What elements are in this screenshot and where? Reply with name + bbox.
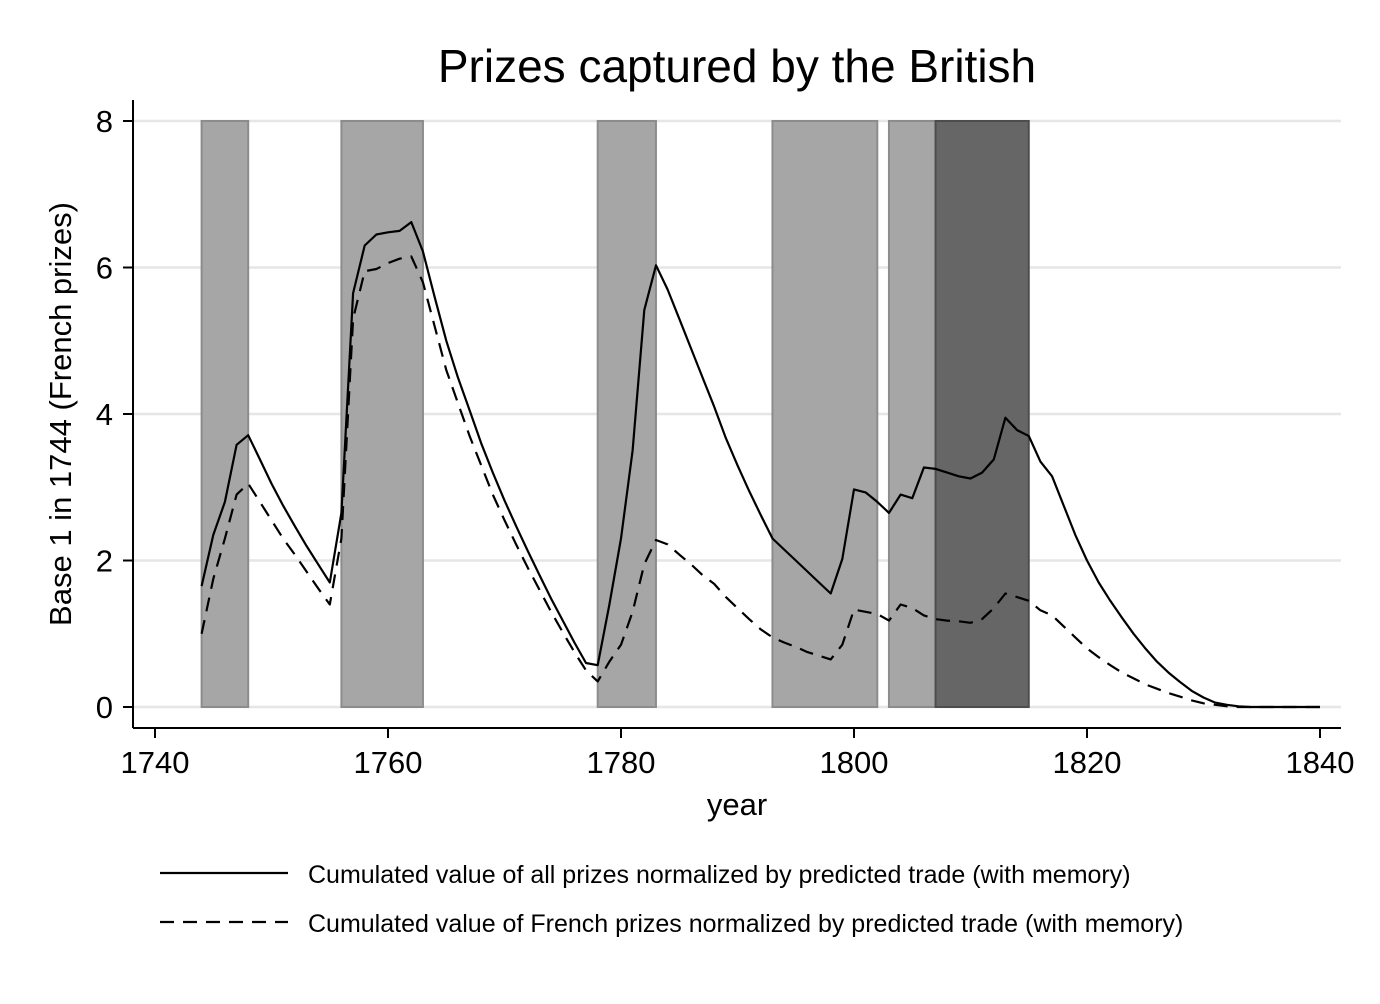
x-axis-ticks: 1740 1760 1780 1800 1820 1840	[121, 728, 1355, 780]
y-tick-label: 2	[96, 544, 113, 579]
x-tick-label: 1840	[1286, 745, 1355, 780]
x-axis-label: year	[707, 787, 767, 822]
x-tick-label: 1800	[820, 745, 889, 780]
shaded-period-band	[887, 120, 937, 708]
shaded-period-band	[340, 120, 424, 708]
x-tick-label: 1820	[1053, 745, 1122, 780]
series-line-french-prizes	[200, 255, 1320, 709]
shaded-periods	[200, 120, 1030, 708]
y-tick-label: 0	[96, 690, 113, 725]
shaded-period-band	[771, 120, 879, 708]
shaded-period-band	[200, 120, 250, 708]
series-lines	[200, 221, 1320, 709]
shaded-period-band	[934, 120, 1030, 708]
series-line-all-prizes	[200, 221, 1320, 709]
gridlines	[133, 119, 1341, 709]
legend-entry-label: Cumulated value of French prizes normali…	[308, 910, 1183, 938]
y-tick-label: 4	[96, 397, 113, 432]
x-tick-label: 1760	[354, 745, 423, 780]
legend-entry-label: Cumulated value of all prizes normalized…	[308, 861, 1131, 889]
y-axis-label: Base 1 in 1744 (French prizes)	[43, 202, 78, 626]
y-tick-label: 8	[96, 104, 113, 139]
x-tick-label: 1780	[587, 745, 656, 780]
legend: Cumulated value of all prizes normalized…	[160, 861, 1183, 938]
y-axis-ticks: 0 2 4 6 8	[96, 104, 133, 725]
chart-title: Prizes captured by the British	[438, 40, 1036, 92]
y-tick-label: 6	[96, 251, 113, 286]
x-tick-label: 1740	[121, 745, 190, 780]
